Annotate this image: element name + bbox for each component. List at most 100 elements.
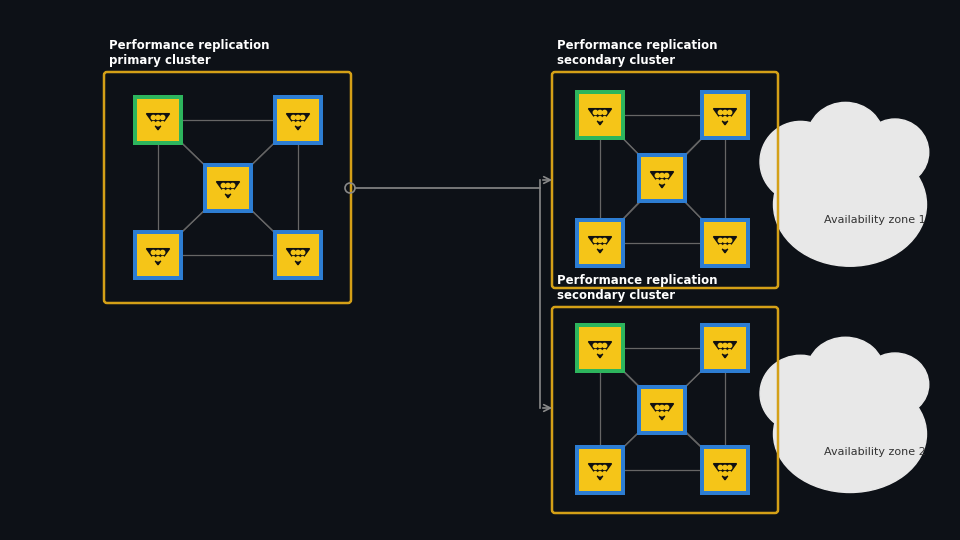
Polygon shape (216, 181, 240, 198)
Circle shape (728, 110, 732, 114)
Circle shape (603, 343, 607, 348)
Circle shape (221, 190, 226, 194)
Circle shape (718, 465, 723, 470)
Circle shape (728, 350, 732, 354)
Text: Performance replication
secondary cluster: Performance replication secondary cluste… (557, 39, 717, 67)
Circle shape (664, 173, 669, 178)
Polygon shape (286, 113, 309, 130)
Circle shape (718, 245, 723, 249)
Ellipse shape (760, 355, 841, 432)
Circle shape (718, 350, 723, 354)
Circle shape (593, 350, 597, 354)
FancyBboxPatch shape (641, 157, 683, 199)
Circle shape (152, 116, 156, 119)
Circle shape (656, 411, 660, 416)
FancyBboxPatch shape (637, 385, 687, 435)
Text: Performance replication
secondary cluster: Performance replication secondary cluste… (557, 274, 717, 302)
Circle shape (656, 406, 660, 409)
Circle shape (296, 122, 300, 126)
Circle shape (718, 238, 723, 242)
FancyBboxPatch shape (700, 445, 750, 495)
Circle shape (723, 110, 727, 114)
Circle shape (723, 343, 727, 348)
Circle shape (300, 116, 304, 119)
Circle shape (593, 343, 597, 348)
Polygon shape (588, 464, 612, 480)
Ellipse shape (861, 353, 928, 416)
FancyBboxPatch shape (133, 95, 183, 145)
Text: Availability zone 1: Availability zone 1 (825, 215, 925, 225)
FancyBboxPatch shape (641, 389, 683, 431)
Circle shape (728, 238, 732, 242)
FancyBboxPatch shape (700, 218, 750, 268)
Circle shape (598, 350, 602, 354)
Circle shape (598, 238, 602, 242)
Circle shape (152, 122, 156, 126)
Circle shape (723, 117, 727, 121)
FancyBboxPatch shape (575, 90, 625, 140)
Polygon shape (651, 403, 674, 420)
Circle shape (291, 256, 296, 261)
Circle shape (656, 173, 660, 178)
FancyBboxPatch shape (277, 234, 319, 276)
Circle shape (664, 180, 669, 184)
FancyBboxPatch shape (704, 449, 746, 491)
Circle shape (300, 122, 304, 126)
Circle shape (296, 116, 300, 119)
Ellipse shape (760, 122, 841, 202)
Circle shape (660, 180, 664, 184)
FancyBboxPatch shape (579, 327, 621, 369)
Circle shape (603, 465, 607, 470)
Circle shape (296, 251, 300, 254)
Circle shape (296, 256, 300, 261)
Circle shape (598, 245, 602, 249)
Circle shape (156, 256, 160, 261)
Circle shape (728, 465, 732, 470)
Circle shape (156, 251, 160, 254)
Circle shape (226, 184, 230, 187)
Circle shape (718, 117, 723, 121)
FancyBboxPatch shape (277, 99, 319, 141)
FancyBboxPatch shape (575, 445, 625, 495)
Ellipse shape (807, 103, 884, 174)
Circle shape (156, 122, 160, 126)
Circle shape (603, 471, 607, 476)
Circle shape (660, 406, 664, 409)
Circle shape (593, 245, 597, 249)
Polygon shape (651, 172, 674, 188)
FancyBboxPatch shape (575, 218, 625, 268)
FancyBboxPatch shape (579, 94, 621, 136)
Circle shape (593, 110, 597, 114)
Circle shape (152, 256, 156, 261)
Circle shape (152, 251, 156, 254)
Circle shape (221, 184, 226, 187)
Ellipse shape (807, 338, 884, 405)
FancyBboxPatch shape (579, 449, 621, 491)
Circle shape (718, 343, 723, 348)
Circle shape (160, 256, 165, 261)
Circle shape (723, 350, 727, 354)
Circle shape (291, 116, 296, 119)
Circle shape (593, 465, 597, 470)
Circle shape (598, 471, 602, 476)
Circle shape (230, 190, 234, 194)
FancyBboxPatch shape (137, 234, 179, 276)
Circle shape (723, 238, 727, 242)
Polygon shape (713, 342, 736, 358)
Circle shape (603, 238, 607, 242)
Circle shape (603, 117, 607, 121)
Circle shape (598, 465, 602, 470)
Circle shape (723, 471, 727, 476)
Circle shape (593, 471, 597, 476)
FancyBboxPatch shape (273, 95, 323, 145)
Polygon shape (286, 248, 309, 265)
FancyBboxPatch shape (704, 94, 746, 136)
Ellipse shape (861, 119, 928, 186)
Circle shape (728, 343, 732, 348)
Polygon shape (588, 237, 612, 253)
Circle shape (160, 116, 165, 119)
FancyBboxPatch shape (207, 167, 249, 209)
Circle shape (728, 471, 732, 476)
Circle shape (718, 471, 723, 476)
Circle shape (230, 184, 234, 187)
